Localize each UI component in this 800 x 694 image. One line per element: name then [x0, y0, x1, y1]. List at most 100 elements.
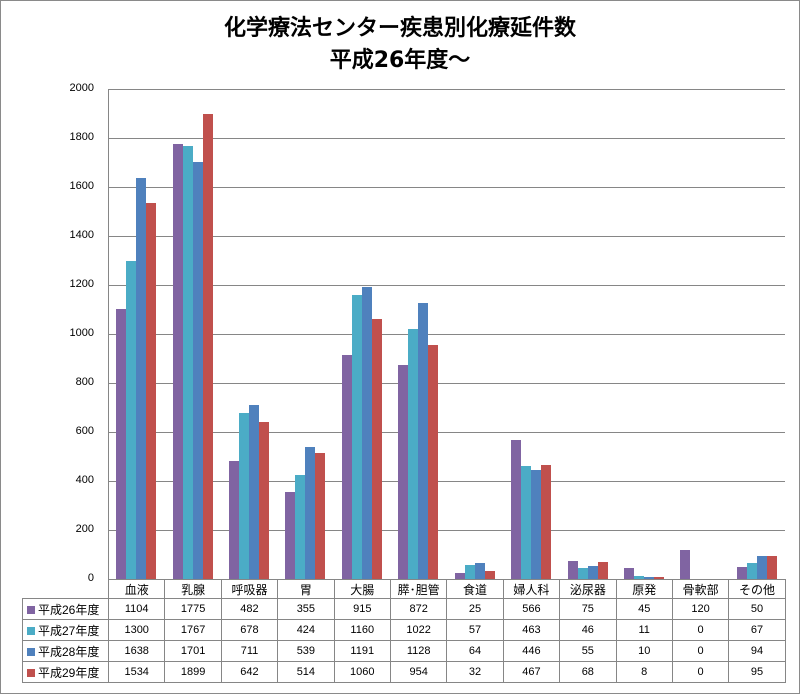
table-cell: 467	[502, 661, 561, 683]
gridline	[108, 334, 785, 335]
bar	[474, 563, 485, 579]
table-cell: 1767	[164, 619, 222, 641]
table-cell: 1300	[107, 619, 166, 641]
series-name: 平成28年度	[38, 644, 100, 659]
bar	[351, 294, 362, 579]
gridline	[108, 530, 785, 531]
series-name: 平成27年度	[38, 623, 100, 638]
category-label: 呼吸器	[220, 579, 279, 599]
table-cell: 678	[220, 619, 279, 641]
category-label: 婦人科	[502, 579, 561, 599]
table-row: 平成26年度 1104 1775 482 355 915 872 25 566 75 45 120 50	[22, 598, 786, 620]
table-row: 平成27年度 1300 1767 678 424 1160 1022 57 463 46 11 0 67	[22, 619, 786, 641]
data-table: 血液 乳腺 呼吸器胃大腸 膵･胆管 食道 婦人科 泌尿器 原発 骨軟部 その他 平成26年度 110…	[22, 579, 786, 683]
gridline	[108, 89, 785, 90]
bar	[305, 446, 316, 579]
y-tick-label: 1600	[69, 180, 94, 192]
table-cell: 1638	[107, 640, 166, 662]
y-tick-label: 200	[75, 523, 94, 535]
bar	[541, 464, 552, 579]
bar	[623, 567, 634, 579]
bar	[587, 565, 598, 579]
bar	[285, 492, 296, 579]
table-cell: 57	[446, 619, 504, 641]
bar	[202, 113, 213, 579]
table-cell: 872	[389, 598, 448, 620]
table-cell: 1899	[164, 661, 222, 683]
gridline	[108, 481, 785, 482]
bar	[398, 365, 409, 579]
category-label: 食道	[446, 579, 504, 599]
bar	[428, 345, 439, 579]
series-name: 平成29年度	[38, 665, 100, 680]
table-cell: 95	[728, 661, 786, 683]
bar	[126, 260, 137, 579]
legend-entry: 平成27年度	[22, 619, 109, 641]
y-tick-label: 600	[75, 425, 94, 437]
bar	[653, 577, 664, 579]
gridline	[108, 432, 785, 433]
table-cell: 120	[671, 598, 730, 620]
series-name: 平成26年度	[38, 602, 100, 617]
bar	[521, 465, 532, 579]
table-cell: 711	[220, 640, 279, 662]
legend-entry: 平成26年度	[22, 598, 109, 620]
table-cell: 446	[502, 640, 561, 662]
chart-subtitle: 平成26年度～	[329, 48, 471, 73]
bar	[484, 571, 495, 579]
table-cell: 0	[671, 640, 730, 662]
legend-entry: 平成29年度	[22, 661, 109, 683]
table-cell: 50	[728, 598, 786, 620]
table-cell: 64	[446, 640, 504, 662]
table-cell: 94	[728, 640, 786, 662]
table-cell: 1060	[333, 661, 391, 683]
table-cell: 11	[615, 619, 673, 641]
bar	[295, 475, 306, 579]
table-cell: 1104	[107, 598, 166, 620]
table-cell: 1775	[164, 598, 222, 620]
bar	[680, 549, 691, 579]
legend-swatch-icon	[27, 647, 35, 656]
y-tick-label: 800	[75, 376, 94, 388]
y-tick-label: 400	[75, 474, 94, 486]
table-cell: 67	[728, 619, 786, 641]
bar	[361, 287, 372, 579]
table-row: 平成28年度 1638 1701 711 539 1191 1128 64 446 55 10 0 94	[22, 640, 786, 662]
bar	[464, 565, 475, 579]
table-cell: 539	[277, 640, 335, 662]
table-cell: 10	[615, 640, 673, 662]
table-row: 平成29年度 1534 1899 642 514 1060 954 32 467 68 8 0 95	[22, 661, 786, 683]
table-cell: 642	[220, 661, 279, 683]
table-cell: 355	[277, 598, 335, 620]
table-cell: 0	[671, 661, 730, 683]
bar	[418, 302, 429, 579]
bar	[249, 404, 260, 579]
table-cell: 8	[615, 661, 673, 683]
bar	[736, 566, 747, 579]
gridline	[108, 138, 785, 139]
bar	[315, 453, 326, 579]
table-cell: 482	[220, 598, 279, 620]
table-cell: 1160	[333, 619, 391, 641]
legend-swatch-icon	[27, 626, 35, 635]
table-cell: 25	[446, 598, 504, 620]
bar	[239, 412, 250, 579]
gridline	[108, 383, 785, 384]
table-cell: 1128	[389, 640, 448, 662]
table-cell: 68	[559, 661, 617, 683]
bar	[341, 354, 352, 579]
y-tick-label: 1400	[69, 229, 94, 241]
y-tick-label: 0	[87, 572, 94, 584]
table-cell: 424	[277, 619, 335, 641]
bar	[511, 440, 522, 579]
table-cell: 0	[671, 619, 730, 641]
bar	[192, 162, 203, 579]
legend-entry: 平成28年度	[22, 640, 109, 662]
table-cell: 55	[559, 640, 617, 662]
table-cell: 1534	[107, 661, 166, 683]
y-tick-label: 1800	[69, 131, 94, 143]
table-cell: 954	[389, 661, 448, 683]
table-cell: 514	[277, 661, 335, 683]
legend-swatch-icon	[27, 605, 35, 614]
bar	[146, 203, 157, 579]
